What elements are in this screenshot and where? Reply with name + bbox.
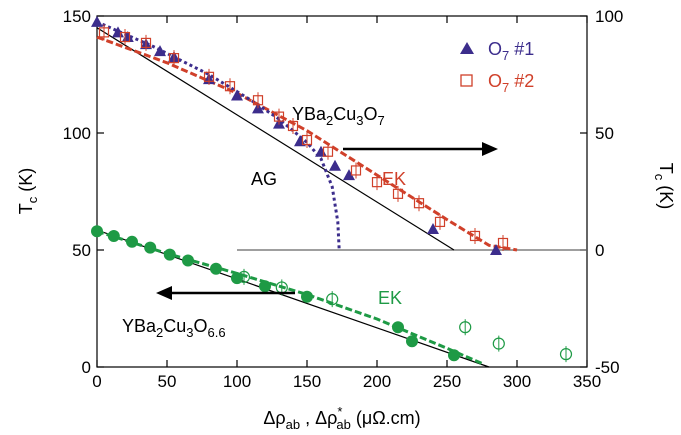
data-point-o66-open bbox=[237, 270, 251, 284]
data-point-o7-1 bbox=[112, 26, 124, 38]
data-point-o7-1 bbox=[329, 159, 341, 171]
data-point-o66-filled bbox=[259, 280, 271, 293]
data-point-o7-2 bbox=[371, 177, 383, 188]
data-point-o66-open bbox=[459, 321, 472, 334]
data-point-o66-open bbox=[559, 348, 573, 361]
y-right-tick-label: 100 bbox=[595, 7, 623, 26]
data-point-o7-2 bbox=[287, 120, 299, 132]
y-left-tick-label: 150 bbox=[63, 7, 91, 26]
legend-label-o7-2: O7 #2 bbox=[488, 71, 534, 95]
data-point-o66-filled bbox=[448, 349, 460, 362]
y-axis-right-title: Tc (K) bbox=[652, 163, 676, 210]
data-point-o7-2 bbox=[497, 237, 509, 249]
data-point-o7-2 bbox=[224, 81, 236, 92]
legend-square-marker bbox=[460, 74, 473, 87]
data-point-o7-1 bbox=[343, 169, 355, 181]
data-point-o7-2 bbox=[98, 27, 110, 38]
data-point-o7-2 bbox=[350, 165, 362, 176]
data-point-o66-filled bbox=[210, 262, 222, 275]
data-point-o66-filled bbox=[392, 321, 404, 334]
x-tick-label: 350 bbox=[573, 372, 601, 391]
data-point-o7-2 bbox=[392, 188, 404, 199]
compound-label-o7: YBa2Cu3O7 bbox=[292, 104, 385, 128]
data-point-o66-filled bbox=[144, 241, 157, 254]
data-point-o7-1 bbox=[231, 89, 243, 101]
data-point-o7-2 bbox=[203, 71, 215, 82]
data-point-o7-2 bbox=[273, 111, 285, 122]
x-tick-label: 150 bbox=[293, 372, 321, 391]
data-point-o7-2 bbox=[322, 146, 334, 157]
data-point-o7-2 bbox=[469, 230, 481, 242]
x-axis-title: Δρab , Δρ* ab (μΩ.cm) bbox=[263, 404, 420, 432]
legend-triangle-marker bbox=[460, 42, 474, 54]
data-point-o7-2 bbox=[168, 53, 180, 64]
data-point-o7-2 bbox=[119, 31, 131, 43]
data-point-o66-open bbox=[326, 293, 339, 306]
data-point-o66-filled bbox=[163, 248, 176, 261]
y-left-tick-label: 0 bbox=[82, 358, 91, 377]
x-tick-label: 100 bbox=[223, 372, 251, 391]
data-point-o7-2 bbox=[413, 198, 425, 209]
y-left-tick-label: 100 bbox=[63, 124, 91, 143]
data-point-o66-filled bbox=[301, 290, 313, 303]
plot-frame bbox=[96, 15, 588, 368]
data-point-o66-filled bbox=[182, 254, 194, 267]
legend: O7 #1 O7 #2 bbox=[460, 39, 534, 95]
x-tick-label: 300 bbox=[503, 372, 531, 391]
data-point-o7-1 bbox=[154, 45, 166, 57]
tick-labels-group: 0 50 100 150 200 250 300 350 0 50 100 150 -50 0 50 100 bbox=[63, 7, 624, 391]
y-left-tick-label: 50 bbox=[72, 241, 91, 260]
x-tick-label: 200 bbox=[363, 372, 391, 391]
annotation-ag: AG bbox=[251, 169, 277, 189]
y-right-tick-label: 50 bbox=[595, 124, 614, 143]
data-point-o7-2 bbox=[301, 134, 313, 146]
plot-frame-group bbox=[96, 15, 588, 368]
arrow-left bbox=[156, 286, 295, 300]
legend-label-o7-1: O7 #1 bbox=[488, 39, 534, 63]
arrow-right bbox=[343, 142, 498, 156]
ticks-group bbox=[96, 15, 588, 368]
data-point-o7-2 bbox=[140, 37, 152, 49]
data-point-o7-1 bbox=[91, 15, 103, 27]
data-point-o66-open bbox=[492, 337, 505, 350]
x-tick-label: 50 bbox=[158, 372, 177, 391]
data-point-o66-filled bbox=[406, 335, 418, 348]
fit-line bbox=[96, 27, 455, 251]
fit-line bbox=[96, 229, 490, 368]
data-point-o7-2 bbox=[434, 216, 446, 228]
compound-label-o66: YBa2Cu3O6.6 bbox=[122, 316, 226, 340]
y-right-tick-label: 0 bbox=[595, 241, 604, 260]
fit-line bbox=[96, 35, 518, 252]
data-point-o66-filled bbox=[91, 225, 103, 238]
data-point-o66-filled bbox=[126, 235, 138, 248]
y-axis-left-title: Tc (K) bbox=[16, 168, 40, 215]
annotation-ek-bottom: EK bbox=[378, 288, 402, 308]
x-tick-label: 0 bbox=[92, 372, 101, 391]
annotation-ek-top: EK bbox=[382, 169, 406, 189]
data-point-o66-filled bbox=[107, 229, 120, 242]
data-point-o7-1 bbox=[490, 244, 502, 255]
data-point-o7-2 bbox=[252, 95, 264, 106]
y-right-tick-label: -50 bbox=[595, 358, 620, 377]
x-tick-label: 250 bbox=[433, 372, 461, 391]
data-point-o7-1 bbox=[427, 222, 439, 234]
markers-group bbox=[91, 15, 573, 363]
